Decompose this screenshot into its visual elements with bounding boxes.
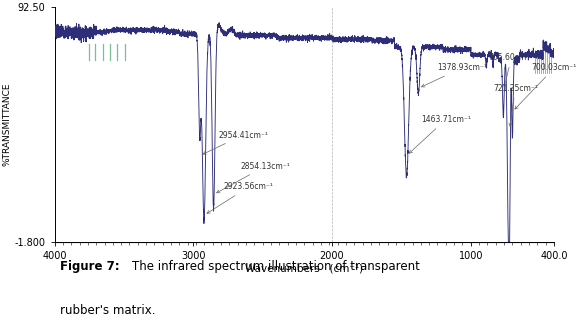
Text: 1463.71cm⁻¹: 1463.71cm⁻¹ [409, 115, 471, 153]
Text: Figure 7:: Figure 7: [59, 260, 119, 273]
Text: 2954.41cm⁻¹: 2954.41cm⁻¹ [203, 130, 268, 154]
Text: 2923.56cm⁻¹: 2923.56cm⁻¹ [207, 182, 274, 213]
Text: 2854.13cm⁻¹: 2854.13cm⁻¹ [217, 162, 290, 193]
Text: 765.60cm⁻¹: 765.60cm⁻¹ [489, 53, 534, 88]
X-axis label: Wavenumbers   (cm⁻¹): Wavenumbers (cm⁻¹) [245, 263, 363, 273]
Text: rubber's matrix.: rubber's matrix. [59, 304, 155, 317]
Y-axis label: %TRANSMITTANCE: %TRANSMITTANCE [3, 82, 12, 166]
Text: The infrared spectrum illustration of transparent: The infrared spectrum illustration of tr… [132, 260, 420, 273]
Text: 1378.93cm⁻¹: 1378.93cm⁻¹ [421, 63, 487, 87]
Text: 700.03cm⁻¹: 700.03cm⁻¹ [515, 63, 577, 109]
Text: 721.25cm⁻¹: 721.25cm⁻¹ [493, 84, 538, 126]
